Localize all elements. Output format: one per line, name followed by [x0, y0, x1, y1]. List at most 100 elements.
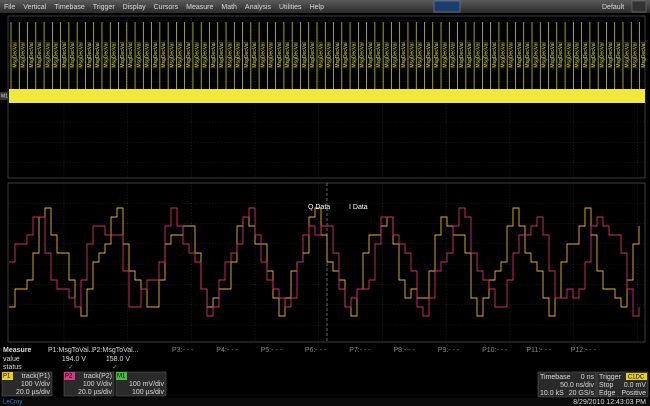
- decode-label: MsgDecVal: [21, 42, 27, 67]
- timebase-delay: 0 ns: [581, 374, 595, 381]
- param-name: P7:- - -: [349, 347, 371, 354]
- decode-label: MsgDecVal: [285, 42, 291, 67]
- param-name: P11:- - -: [526, 347, 551, 354]
- decode-label: MsgDecVal: [294, 42, 300, 67]
- menu-item[interactable]: Utilities: [279, 4, 302, 11]
- menu-item[interactable]: Help: [310, 4, 325, 11]
- menu-item[interactable]: Vertical: [23, 4, 46, 11]
- row-label: status: [3, 364, 22, 371]
- decode-label: MsgDecVal: [566, 42, 572, 67]
- decode-label: MsgDecVal: [558, 42, 564, 67]
- menu-item[interactable]: Math: [221, 4, 237, 11]
- decode-label: MsgDecVal: [45, 42, 51, 67]
- decode-label: MsgDecVal: [310, 42, 316, 67]
- menu-item[interactable]: Analysis: [245, 4, 272, 11]
- menu-item[interactable]: Trigger: [93, 4, 116, 11]
- decode-label: MsgDecVal: [277, 42, 283, 67]
- menu-item[interactable]: Cursors: [154, 4, 179, 11]
- decode-label: MsgDecVal: [194, 42, 200, 67]
- trigger-label: Trigger: [599, 374, 622, 381]
- param-name: P8:- - -: [394, 347, 416, 354]
- decode-label: MsgDecVal: [624, 42, 630, 67]
- decode-label: MsgDecVal: [633, 42, 639, 67]
- decode-label: MsgDecVal: [12, 42, 18, 67]
- channel-vdiv: 100 V/div: [21, 381, 51, 388]
- decode-label: MsgDecVal: [120, 42, 126, 67]
- decode-label: MsgDecVal: [302, 42, 308, 67]
- param-name: P9:- - -: [438, 347, 460, 354]
- channel-tag-box: [64, 372, 75, 380]
- param-name: P1:MsgToVal...: [48, 347, 95, 354]
- menu-bar: [0, 0, 650, 13]
- decode-label: MsgDecVal: [641, 42, 647, 67]
- decode-label: MsgDecVal: [475, 42, 481, 67]
- decode-label: MsgDecVal: [360, 42, 366, 67]
- menu-item[interactable]: Display: [123, 4, 146, 11]
- channel-vdiv: 100 mV/div: [129, 381, 165, 388]
- channel-tdiv: 20.0 µs/div: [16, 389, 50, 396]
- decode-label: MsgDecVal: [103, 42, 109, 67]
- decode-label: MsgDecVal: [227, 42, 233, 67]
- timebase-rate: 20 GS/s: [569, 390, 595, 397]
- param-name: P2:MsgToVal...: [92, 347, 139, 354]
- decode-label: MsgDecVal: [260, 42, 266, 67]
- q-waveform: [9, 207, 640, 317]
- channel-tag: P1: [3, 374, 11, 380]
- decode-label: MsgDecVal: [70, 42, 76, 67]
- decode-label: MsgDecVal: [269, 42, 275, 67]
- param-status: ✓: [112, 364, 118, 371]
- decode-label: MsgDecVal: [500, 42, 506, 67]
- decode-label: MsgDecVal: [393, 42, 399, 67]
- undo-button[interactable]: [631, 0, 647, 13]
- menu-item[interactable]: Timebase: [54, 4, 85, 11]
- decode-label: MsgDecVal: [542, 42, 548, 67]
- decode-label: MsgDecVal: [161, 42, 167, 67]
- decode-label: MsgDecVal: [608, 42, 614, 67]
- decode-label: MsgDecVal: [54, 42, 60, 67]
- logo: [433, 0, 461, 13]
- decode-label: MsgDecVal: [616, 42, 622, 67]
- trace-marker: M1: [1, 93, 8, 99]
- param-value: 194.0 V: [62, 356, 86, 363]
- decode-label: MsgDecVal: [211, 42, 217, 67]
- decode-band: [9, 89, 645, 103]
- measure-title: Measure: [3, 347, 32, 354]
- decode-label: MsgDecVal: [426, 42, 432, 67]
- decode-label: MsgDecVal: [492, 42, 498, 67]
- decode-label: MsgDecVal: [169, 42, 175, 67]
- decode-label: MsgDecVal: [112, 42, 118, 67]
- decode-label: MsgDecVal: [401, 42, 407, 67]
- decode-label: MsgDecVal: [442, 42, 448, 67]
- channel-vdiv: 100 V/div: [83, 381, 113, 388]
- decode-label: MsgDecVal: [178, 42, 184, 67]
- decode-label: MsgDecVal: [252, 42, 258, 67]
- decode-label: MsgDecVal: [509, 42, 515, 67]
- timebase-samples: 10.0 kS: [540, 390, 564, 397]
- decode-label: MsgDecVal: [343, 42, 349, 67]
- decode-label: MsgDecVal: [29, 42, 35, 67]
- decode-label: MsgDecVal: [467, 42, 473, 67]
- timebase-box[interactable]: [537, 371, 597, 398]
- param-name: P5:- - -: [261, 347, 283, 354]
- param-status: ✓: [68, 364, 74, 371]
- channel-tdiv: 20.0 µs/div: [78, 389, 112, 396]
- bottom-grid: [7, 182, 646, 343]
- preset-label[interactable]: Default: [602, 4, 624, 11]
- menu-item[interactable]: File: [4, 4, 15, 11]
- decode-label: MsgDecVal: [459, 42, 465, 67]
- decode-label: MsgDecVal: [376, 42, 382, 67]
- decode-label: MsgDecVal: [95, 42, 101, 67]
- decode-label: MsgDecVal: [525, 42, 531, 67]
- decode-label: MsgDecVal: [591, 42, 597, 67]
- decode-label: MsgDecVal: [128, 42, 134, 67]
- row-label: value: [3, 356, 20, 363]
- decode-label: MsgDecVal: [37, 42, 43, 67]
- i-waveform: [9, 207, 640, 317]
- decode-label: MsgDecVal: [434, 42, 440, 67]
- decode-label: MsgDecVal: [517, 42, 523, 67]
- menu-item[interactable]: Measure: [186, 4, 213, 11]
- decode-label: MsgDecVal: [575, 42, 581, 67]
- decode-label: MsgDecVal: [219, 42, 225, 67]
- decode-label: MsgDecVal: [409, 42, 415, 67]
